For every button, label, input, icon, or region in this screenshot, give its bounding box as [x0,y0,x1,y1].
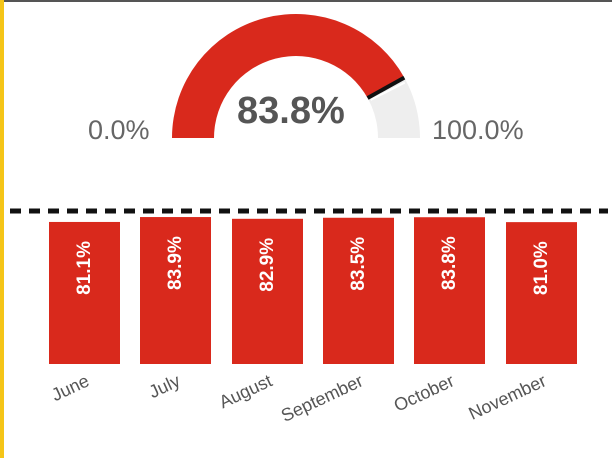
x-tick-label: July [146,370,183,402]
bar-data-label: 83.9% [165,236,186,290]
gauge-marker-halo [370,81,406,101]
bar-june [49,221,120,364]
x-tick-label: October [391,370,457,415]
x-tick-label: August [216,370,275,412]
left-accent-stripe [0,0,4,458]
bar-data-label: 82.9% [257,238,278,292]
bar-november [506,222,577,364]
x-tick-label: September [278,370,366,425]
gauge-min-label: 0.0% [88,115,150,145]
bar-data-label: 81.1% [74,241,95,295]
x-tick-label: June [48,370,92,405]
x-tick-label: November [465,370,549,423]
gauge-fill [172,14,405,139]
top-border [0,0,612,2]
gauge-max-label: 100.0% [432,115,524,145]
bar-data-label: 83.5% [348,237,369,291]
bar-september [323,217,394,364]
bar-july [140,217,211,364]
gauge-chart [172,14,420,139]
gauge-value-label: 83.8% [237,90,345,132]
bar-october [414,217,485,364]
bars-group: 81.1% June 83.9% July 82.9% August 83.5% Septem… [48,217,577,426]
bar-data-label: 83.8% [439,236,460,290]
bar-august [232,218,303,364]
gauge-marker [366,75,406,100]
bar-data-label: 81.0% [531,241,552,295]
